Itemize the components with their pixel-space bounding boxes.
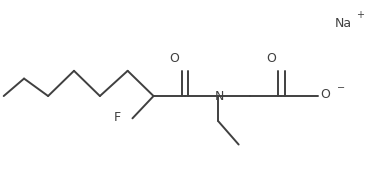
Text: N: N	[214, 90, 224, 104]
Text: O: O	[170, 52, 179, 65]
Text: −: −	[337, 83, 345, 93]
Text: F: F	[114, 111, 121, 124]
Text: +: +	[356, 10, 364, 20]
Text: O: O	[266, 52, 276, 65]
Text: O: O	[320, 88, 330, 101]
Text: Na: Na	[335, 17, 352, 30]
